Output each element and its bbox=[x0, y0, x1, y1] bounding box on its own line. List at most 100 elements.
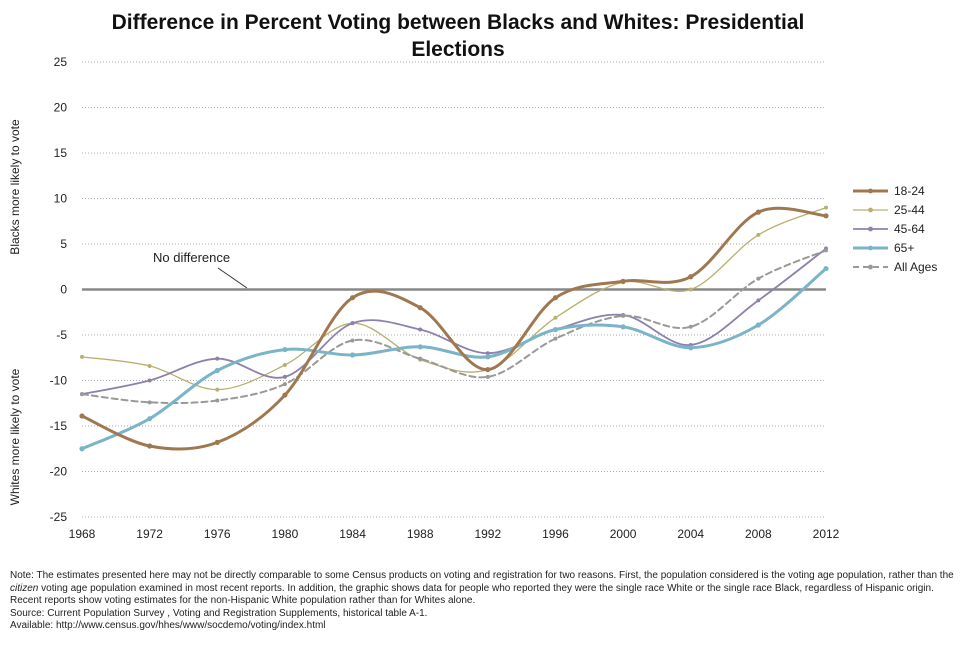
legend-marker bbox=[868, 207, 873, 213]
data-point bbox=[418, 327, 423, 332]
x-tick-label: 2012 bbox=[813, 527, 840, 541]
y-tick-label: 20 bbox=[54, 101, 68, 115]
x-tick-label: 1980 bbox=[272, 527, 299, 541]
x-axis-tick-labels: 1968 1972 1976 1980 1984 1988 1992 1996 2000 2004… bbox=[69, 527, 840, 541]
data-point bbox=[282, 346, 288, 353]
legend-marker bbox=[868, 226, 873, 232]
data-point bbox=[485, 374, 490, 379]
data-point bbox=[485, 366, 491, 373]
data-point bbox=[147, 443, 153, 449]
legend-label: 45-64 bbox=[894, 222, 925, 236]
data-point bbox=[485, 354, 491, 360]
series-65plus bbox=[79, 265, 829, 452]
data-point bbox=[552, 326, 559, 333]
data-point bbox=[418, 356, 423, 361]
x-tick-label: 1976 bbox=[204, 527, 231, 541]
source-text: Source: Current Population Survey , Voti… bbox=[10, 607, 428, 619]
data-point bbox=[688, 345, 694, 351]
y-tick-label: -5 bbox=[56, 328, 67, 342]
data-point bbox=[552, 295, 559, 301]
no-difference-annotation: No difference bbox=[153, 250, 248, 289]
data-point bbox=[147, 416, 153, 422]
y-axis-label-bottom: Whites more likely to vote bbox=[8, 368, 22, 505]
data-point bbox=[215, 356, 220, 361]
data-point bbox=[688, 324, 693, 329]
data-point bbox=[80, 354, 84, 359]
legend-marker bbox=[868, 264, 873, 270]
data-point bbox=[417, 344, 423, 350]
data-point bbox=[215, 398, 220, 403]
legend-label: 18-24 bbox=[894, 184, 925, 198]
data-point bbox=[214, 439, 220, 445]
x-tick-label: 1992 bbox=[474, 527, 501, 541]
data-point bbox=[688, 287, 693, 292]
legend-label: 65+ bbox=[894, 241, 914, 255]
data-point bbox=[756, 276, 761, 281]
data-point bbox=[621, 313, 626, 318]
y-tick-label: -10 bbox=[50, 374, 68, 388]
data-point bbox=[282, 363, 287, 368]
data-point bbox=[147, 400, 152, 405]
data-point bbox=[147, 378, 152, 383]
legend-marker bbox=[868, 188, 873, 194]
series-line bbox=[80, 267, 828, 451]
legend-label: 25-44 bbox=[894, 203, 925, 217]
legend: 18-24 25-44 45-64 65+ All Ages bbox=[853, 184, 937, 274]
y-tick-label: 10 bbox=[54, 192, 68, 206]
data-point bbox=[756, 232, 761, 237]
series-18-24 bbox=[79, 206, 829, 451]
data-point bbox=[485, 351, 490, 356]
series-lines bbox=[79, 205, 829, 452]
data-point bbox=[620, 278, 626, 284]
y-tick-label: 25 bbox=[54, 55, 68, 69]
no-difference-label: No difference bbox=[153, 250, 230, 265]
y-tick-label: 15 bbox=[54, 146, 68, 160]
available-url: Available: http://www.census.gov/hhes/ww… bbox=[10, 620, 326, 631]
chart-title-line2: Elections bbox=[411, 38, 504, 61]
data-point bbox=[282, 382, 287, 387]
x-tick-label: 2008 bbox=[745, 527, 772, 541]
data-point bbox=[620, 324, 626, 330]
data-point bbox=[755, 322, 761, 328]
no-difference-pointer bbox=[217, 267, 248, 289]
y-tick-label: -25 bbox=[50, 510, 68, 524]
x-tick-label: 2000 bbox=[610, 527, 637, 541]
data-point bbox=[756, 298, 761, 303]
data-point bbox=[824, 248, 828, 253]
data-point bbox=[214, 367, 220, 374]
data-point bbox=[215, 387, 220, 392]
data-point bbox=[349, 352, 356, 358]
data-point bbox=[417, 305, 423, 311]
series-line bbox=[81, 206, 827, 391]
data-point bbox=[350, 321, 355, 326]
data-point bbox=[823, 213, 829, 219]
y-axis-tick-labels: 25 20 15 10 5 0 -5 -10 -15 -20 -25 bbox=[50, 55, 68, 524]
x-tick-label: 1972 bbox=[136, 527, 163, 541]
data-point bbox=[282, 374, 287, 379]
data-point bbox=[823, 265, 829, 272]
chart-title-line1: Difference in Percent Voting between Bla… bbox=[112, 11, 805, 34]
gridlines bbox=[82, 61, 826, 518]
legend-marker bbox=[868, 245, 873, 251]
data-point bbox=[147, 363, 152, 368]
x-tick-label: 1996 bbox=[542, 527, 569, 541]
legend-label: All Ages bbox=[894, 260, 937, 274]
note-text: Note: The estimates presented here may n… bbox=[10, 570, 954, 606]
data-point bbox=[755, 209, 761, 215]
data-point bbox=[553, 315, 558, 320]
data-point bbox=[80, 392, 84, 397]
data-point bbox=[824, 205, 828, 210]
series-line bbox=[81, 249, 827, 405]
y-tick-label: -15 bbox=[50, 419, 68, 433]
chart: Difference in Percent Voting between Bla… bbox=[8, 11, 937, 541]
x-tick-label: 1968 bbox=[69, 527, 96, 541]
x-tick-label: 1988 bbox=[407, 527, 434, 541]
data-point bbox=[688, 274, 694, 280]
y-tick-label: 5 bbox=[60, 237, 67, 251]
y-tick-label: 0 bbox=[60, 283, 67, 297]
data-point bbox=[349, 295, 356, 301]
y-tick-label: -20 bbox=[50, 465, 68, 479]
series-all-ages bbox=[80, 248, 828, 405]
footnotes: Note: The estimates presented here may n… bbox=[10, 570, 965, 633]
data-point bbox=[282, 392, 288, 398]
